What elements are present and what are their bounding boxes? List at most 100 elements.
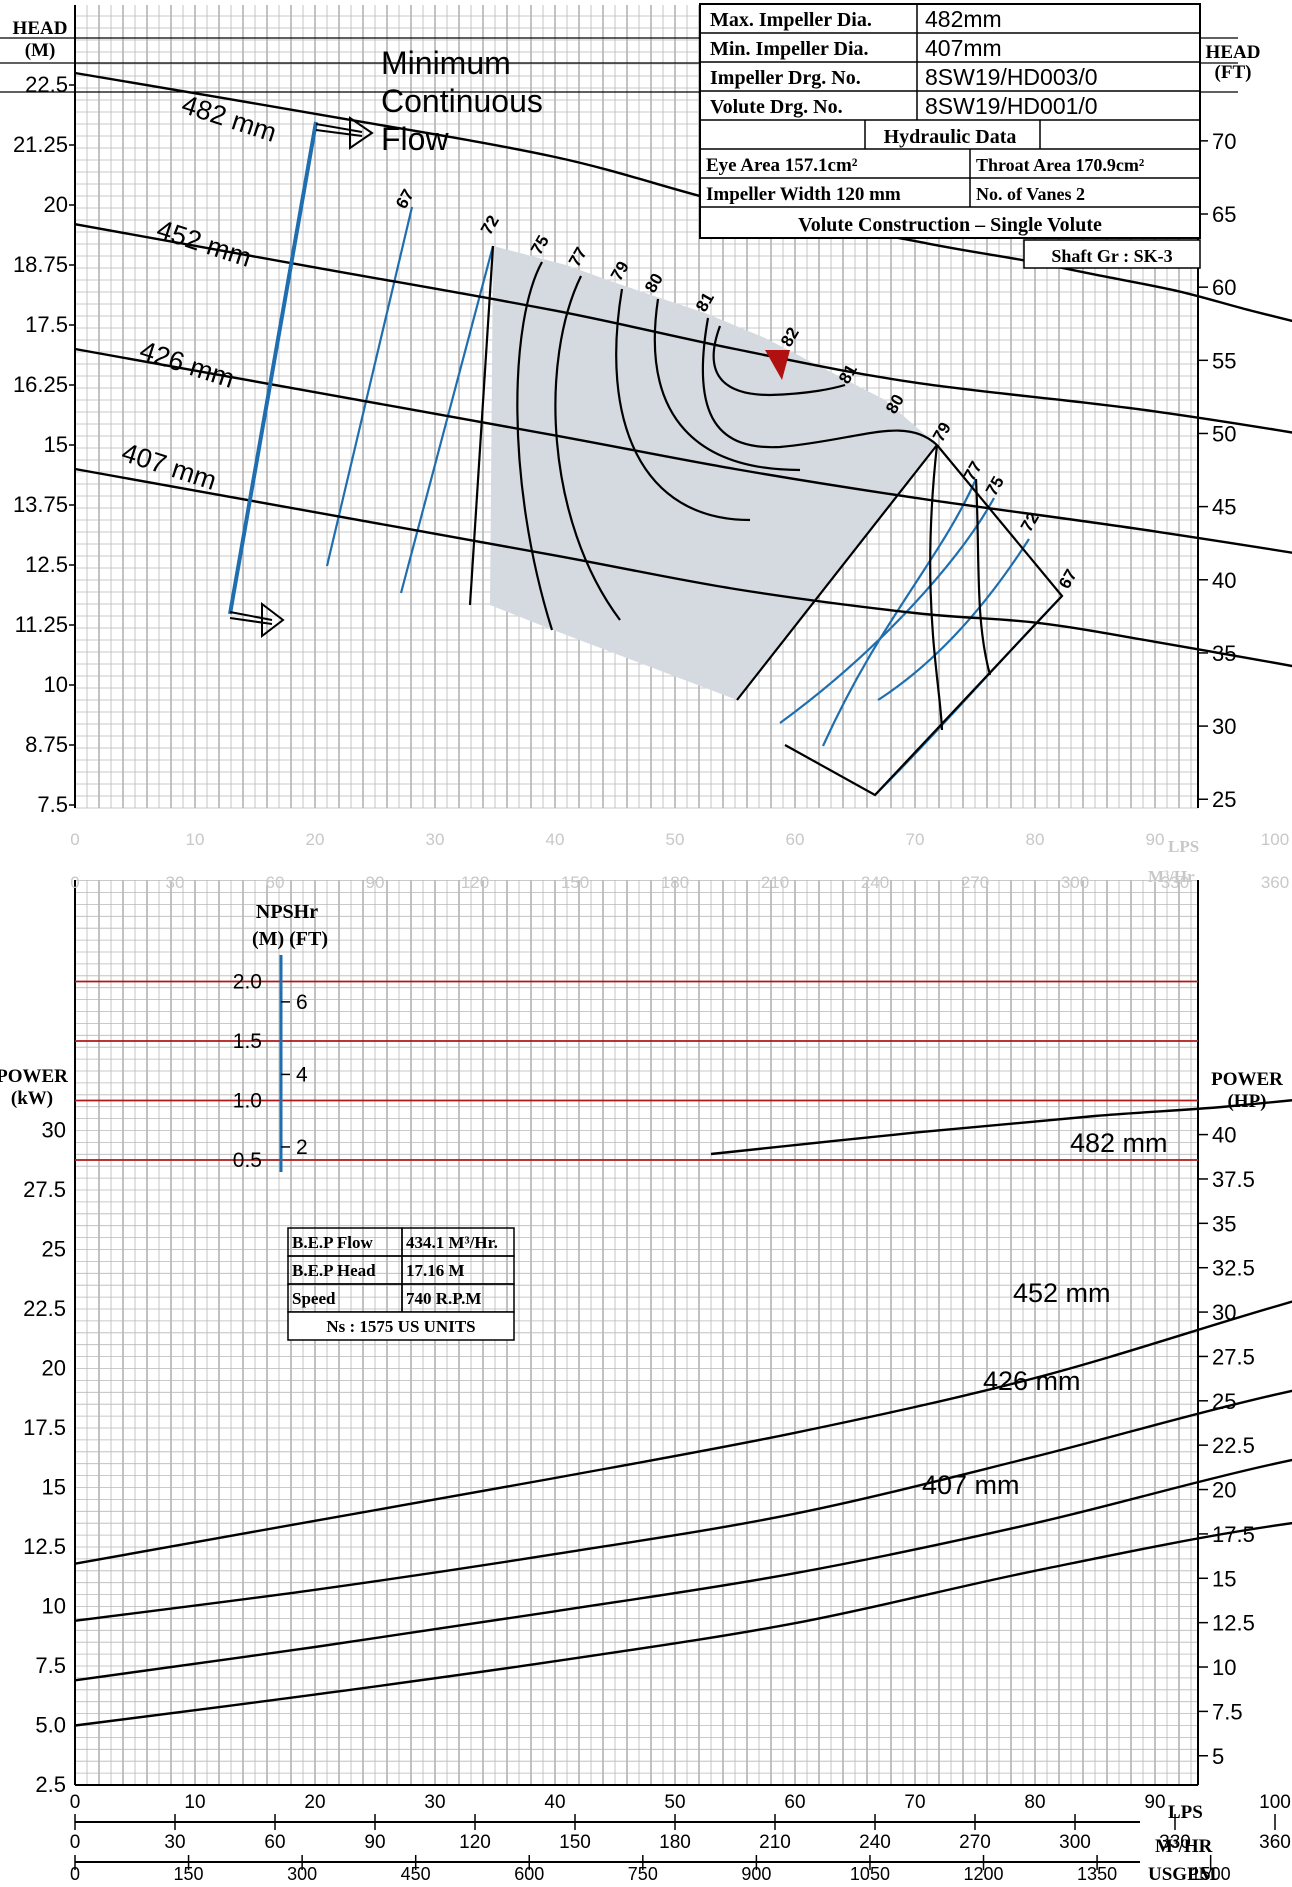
bep-label: B.E.P Head	[292, 1261, 376, 1280]
y-tick-head: 17.5	[25, 312, 68, 337]
x-tick-upper-lps: 90	[1146, 830, 1165, 849]
x-tick-upper-lps: 50	[666, 830, 685, 849]
y-tick-head: 8.75	[25, 732, 68, 757]
y-tick-head: 15	[44, 432, 68, 457]
eff-contour-79-bottom	[929, 444, 944, 731]
shaft-label: Shaft Gr : SK-3	[1051, 246, 1172, 266]
y-tick-power: 22.5	[23, 1296, 66, 1321]
x-tick-upper-lps: 0	[70, 830, 79, 849]
curves	[74, 71, 1292, 1727]
power-curve-452-mm	[74, 1389, 1292, 1622]
x-tick-m3hr: 120	[459, 1832, 491, 1853]
x-tick-m3hr: 330	[1159, 1832, 1191, 1853]
min-flow-arrow-top	[315, 116, 374, 150]
y-tick-power-hp: 12.5	[1212, 1611, 1255, 1636]
y-tick-head: 16.25	[13, 372, 68, 397]
x-tick-upper-m3hr: 240	[861, 873, 889, 892]
x-tick-upper-m3hr: 180	[661, 873, 689, 892]
power-curve-label: 426 mm	[983, 1366, 1081, 1396]
spec-label: Max. Impeller Dia.	[710, 9, 872, 31]
x-tick-m3hr: 150	[559, 1832, 591, 1853]
power-curve-label: 452 mm	[1013, 1278, 1111, 1308]
npsh-tick-ft: 2	[296, 1136, 308, 1159]
npsh-tick-m: 1.5	[233, 1030, 262, 1053]
npsh-curve	[710, 1099, 1292, 1156]
x-tick-m3hr: 0	[70, 1832, 81, 1853]
y-tick-head: 11.25	[15, 612, 68, 637]
y-tick-power: 10	[42, 1594, 66, 1619]
eff-contour-79	[615, 288, 751, 522]
eff-line-79-right	[736, 444, 938, 701]
x-unit-upper-m3hr: M³/Hr	[1148, 867, 1195, 886]
bep-label: B.E.P Flow	[292, 1233, 373, 1252]
spec-label: Min. Impeller Dia.	[710, 38, 869, 60]
eff-label: 75	[982, 473, 1008, 499]
y-label-head-ft-1: HEAD	[1206, 42, 1261, 63]
x-tick-upper-m3hr: 330	[1161, 873, 1189, 892]
y-tick-power-hp: 17.5	[1212, 1522, 1255, 1547]
y-label-head-2: (M)	[25, 40, 56, 61]
x-tick-upper-m3hr: 0	[70, 873, 79, 892]
x-tick-usgpm: 750	[628, 1864, 658, 1882]
y-tick-power-hp: 30	[1212, 1300, 1236, 1325]
min-flow-line	[228, 121, 318, 615]
npsh-tick-ft: 6	[296, 991, 308, 1014]
x-unit-usgpm: USGPM	[1148, 1864, 1217, 1882]
head-curve-452-mm	[74, 223, 1292, 434]
spec-header: Hydraulic Data	[884, 126, 1017, 148]
y-tick-power: 5.0	[35, 1713, 66, 1738]
spec-table-frame	[699, 3, 1201, 239]
y-tick-head-ft: 65	[1212, 202, 1236, 227]
x-tick-usgpm: 1050	[850, 1864, 890, 1882]
y-tick-head: 12.5	[25, 552, 68, 577]
head-curve-end-envelope	[784, 444, 1064, 797]
x-tick-upper-m3hr: 210	[761, 873, 789, 892]
power-curve-label: 482 mm	[1070, 1128, 1168, 1158]
spec-cell: Impeller Width 120 mm	[706, 184, 901, 205]
head-curve-407-mm	[74, 467, 1292, 668]
y-tick-power: 2.5	[35, 1772, 66, 1797]
npsh-tick-m: 0.5	[233, 1149, 262, 1172]
npsh-label-1: NPSHr	[256, 901, 318, 923]
x-tick-lps: 70	[904, 1792, 925, 1813]
x-tick-usgpm: 450	[401, 1864, 431, 1882]
eff-contour-80	[653, 298, 801, 472]
x-tick-usgpm: 1500	[1191, 1864, 1231, 1882]
x-tick-lps: 50	[664, 1792, 685, 1813]
x-tick-upper-lps: 60	[786, 830, 805, 849]
x-unit-m3hr: M³/HR	[1155, 1836, 1213, 1857]
head-curve-label: 452 mm	[153, 214, 255, 273]
x-tick-upper-m3hr: 30	[166, 873, 185, 892]
x-tick-m3hr: 210	[759, 1832, 791, 1853]
x-tick-lps: 40	[544, 1792, 565, 1813]
eff-contour-67-left	[325, 206, 414, 567]
bep-ns-box	[287, 1311, 515, 1341]
power-curve-482-mm	[74, 1300, 1292, 1565]
x-tick-m3hr: 30	[164, 1832, 185, 1853]
x-tick-lps: 90	[1144, 1792, 1165, 1813]
y-tick-head: 18.75	[13, 252, 68, 277]
eff-contour-82	[712, 325, 846, 397]
power-curve-426-mm	[74, 1458, 1292, 1682]
y-tick-power: 17.5	[23, 1415, 66, 1440]
x-tick-upper-lps: 10	[186, 830, 205, 849]
y-tick-power-hp: 10	[1212, 1655, 1236, 1680]
y-tick-power-hp: 7.5	[1212, 1699, 1243, 1724]
spec-volute: Volute Construction – Single Volute	[798, 214, 1102, 236]
x-tick-usgpm: 150	[174, 1864, 204, 1882]
eff-contour-72-right	[877, 538, 1030, 701]
npsh-label-2: (M) (FT)	[252, 928, 328, 950]
bep-label: Speed	[292, 1289, 336, 1308]
x-tick-upper-m3hr: 90	[366, 873, 385, 892]
x-tick-upper-m3hr: 270	[961, 873, 989, 892]
min-flow-arrow-bottom	[229, 601, 285, 639]
y-tick-head-ft: 60	[1212, 275, 1236, 300]
x-tick-upper-m3hr: 150	[561, 873, 589, 892]
x-unit-upper-lps: LPS	[1168, 837, 1199, 856]
bep-value: 434.1 M³/Hr.	[406, 1233, 498, 1252]
y-tick-head: 10	[44, 672, 68, 697]
eff-label: 77	[960, 458, 986, 484]
x-tick-lps: 20	[304, 1792, 325, 1813]
head-curve-482-mm	[74, 71, 1292, 323]
y-tick-head-ft: 35	[1212, 641, 1236, 666]
